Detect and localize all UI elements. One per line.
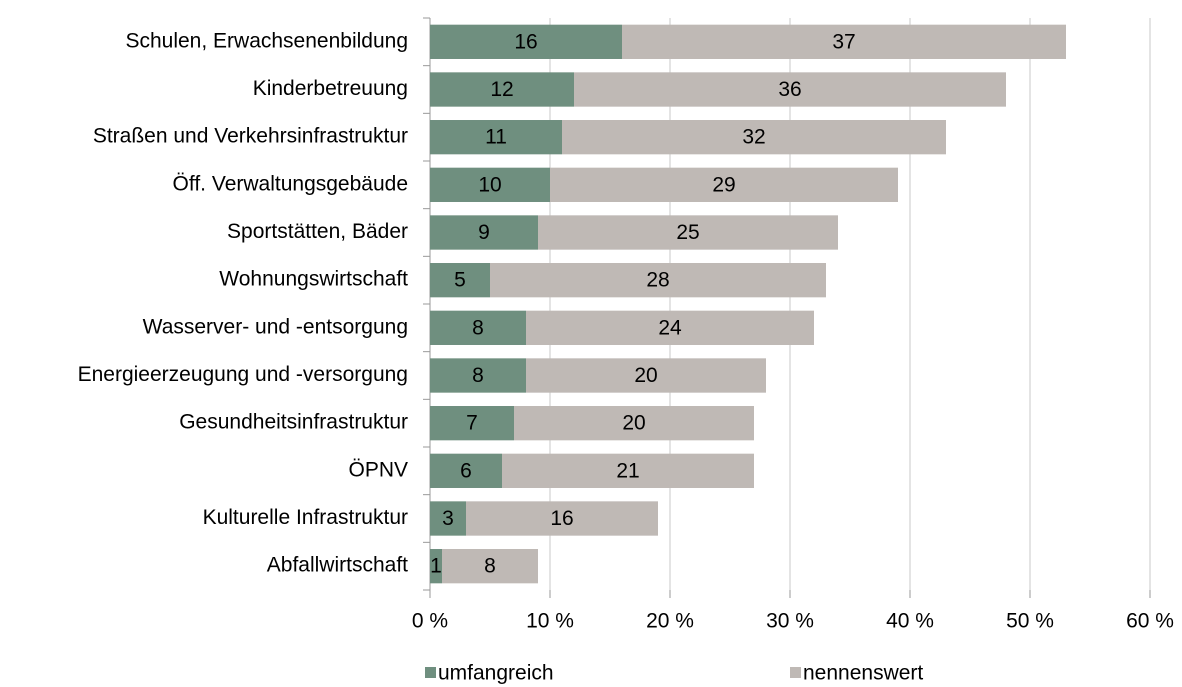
bar-segment — [622, 24, 1066, 59]
bar-segment — [538, 215, 838, 250]
bar-segment — [466, 501, 658, 536]
bar-segment — [430, 263, 490, 298]
value-label: 10 — [478, 173, 501, 196]
bar-segment — [430, 501, 466, 536]
bar-segment — [562, 120, 946, 155]
value-label: 36 — [778, 78, 801, 101]
value-label: 5 — [454, 269, 466, 292]
value-label: 37 — [832, 30, 855, 53]
bar-segment — [430, 453, 502, 488]
x-tick-label: 20 % — [646, 610, 694, 633]
x-tick-label: 30 % — [766, 610, 814, 633]
value-label: 11 — [485, 126, 507, 149]
bar-segment — [430, 358, 526, 393]
x-tick-label: 40 % — [886, 610, 934, 633]
value-label: 3 — [442, 507, 454, 530]
bar-segment — [442, 549, 538, 584]
x-tick-label: 60 % — [1126, 610, 1174, 633]
bar-segment — [574, 72, 1006, 107]
bar-segment — [490, 263, 826, 298]
bar-segment — [430, 406, 514, 441]
bar-segment — [430, 120, 562, 155]
bar-segment — [430, 310, 526, 345]
value-label: 16 — [514, 30, 537, 53]
bar-segment — [526, 358, 766, 393]
bar-segment — [430, 72, 574, 107]
value-label: 25 — [676, 221, 699, 244]
value-label: 16 — [550, 507, 573, 530]
y-tick-label: Abfallwirtschaft — [267, 554, 408, 577]
y-tick-label: ÖPNV — [348, 458, 408, 481]
value-label: 1 — [430, 555, 442, 578]
y-tick-label: Öff. Verwaltungsgebäude — [173, 172, 408, 195]
bar-segment — [526, 310, 814, 345]
y-tick-label: Kulturelle Infrastruktur — [203, 506, 408, 529]
y-tick-label: Sportstätten, Bäder — [227, 220, 408, 243]
legend-swatch — [425, 667, 436, 678]
value-label: 21 — [616, 459, 639, 482]
legend-swatch — [790, 667, 801, 678]
x-tick-label: 0 % — [412, 610, 448, 633]
value-label: 9 — [478, 221, 490, 244]
legend-label: umfangreich — [438, 662, 554, 685]
bar-segment — [514, 406, 754, 441]
y-tick-label: Gesundheitsinfrastruktur — [179, 411, 408, 434]
value-label: 8 — [472, 364, 484, 387]
bar-segment — [430, 215, 538, 250]
bar-segment — [430, 549, 442, 584]
value-label: 12 — [490, 78, 513, 101]
y-tick-label: Energieerzeugung und -versorgung — [78, 363, 408, 386]
bar-segment — [430, 24, 622, 59]
bar-segment — [430, 167, 550, 202]
value-label: 20 — [622, 412, 645, 435]
x-tick-label: 50 % — [1006, 610, 1054, 633]
value-label: 29 — [712, 173, 735, 196]
y-tick-label: Kinderbetreuung — [253, 77, 408, 100]
value-label: 24 — [658, 316, 682, 339]
x-tick-label: 10 % — [526, 610, 574, 633]
y-tick-label: Wohnungswirtschaft — [219, 268, 408, 291]
value-label: 6 — [460, 459, 472, 482]
value-label: 7 — [466, 412, 478, 435]
y-tick-label: Schulen, Erwachsenenbildung — [125, 29, 408, 52]
bar-segment — [550, 167, 898, 202]
value-label: 8 — [472, 316, 484, 339]
bar-segment — [502, 453, 754, 488]
value-label: 32 — [742, 126, 765, 149]
legend-label: nennenswert — [803, 662, 923, 685]
value-label: 20 — [634, 364, 657, 387]
value-label: 8 — [484, 555, 496, 578]
value-label: 28 — [646, 269, 669, 292]
y-tick-label: Straßen und Verkehrsinfrastruktur — [93, 125, 408, 148]
y-tick-label: Wasserver- und -entsorgung — [143, 315, 408, 338]
